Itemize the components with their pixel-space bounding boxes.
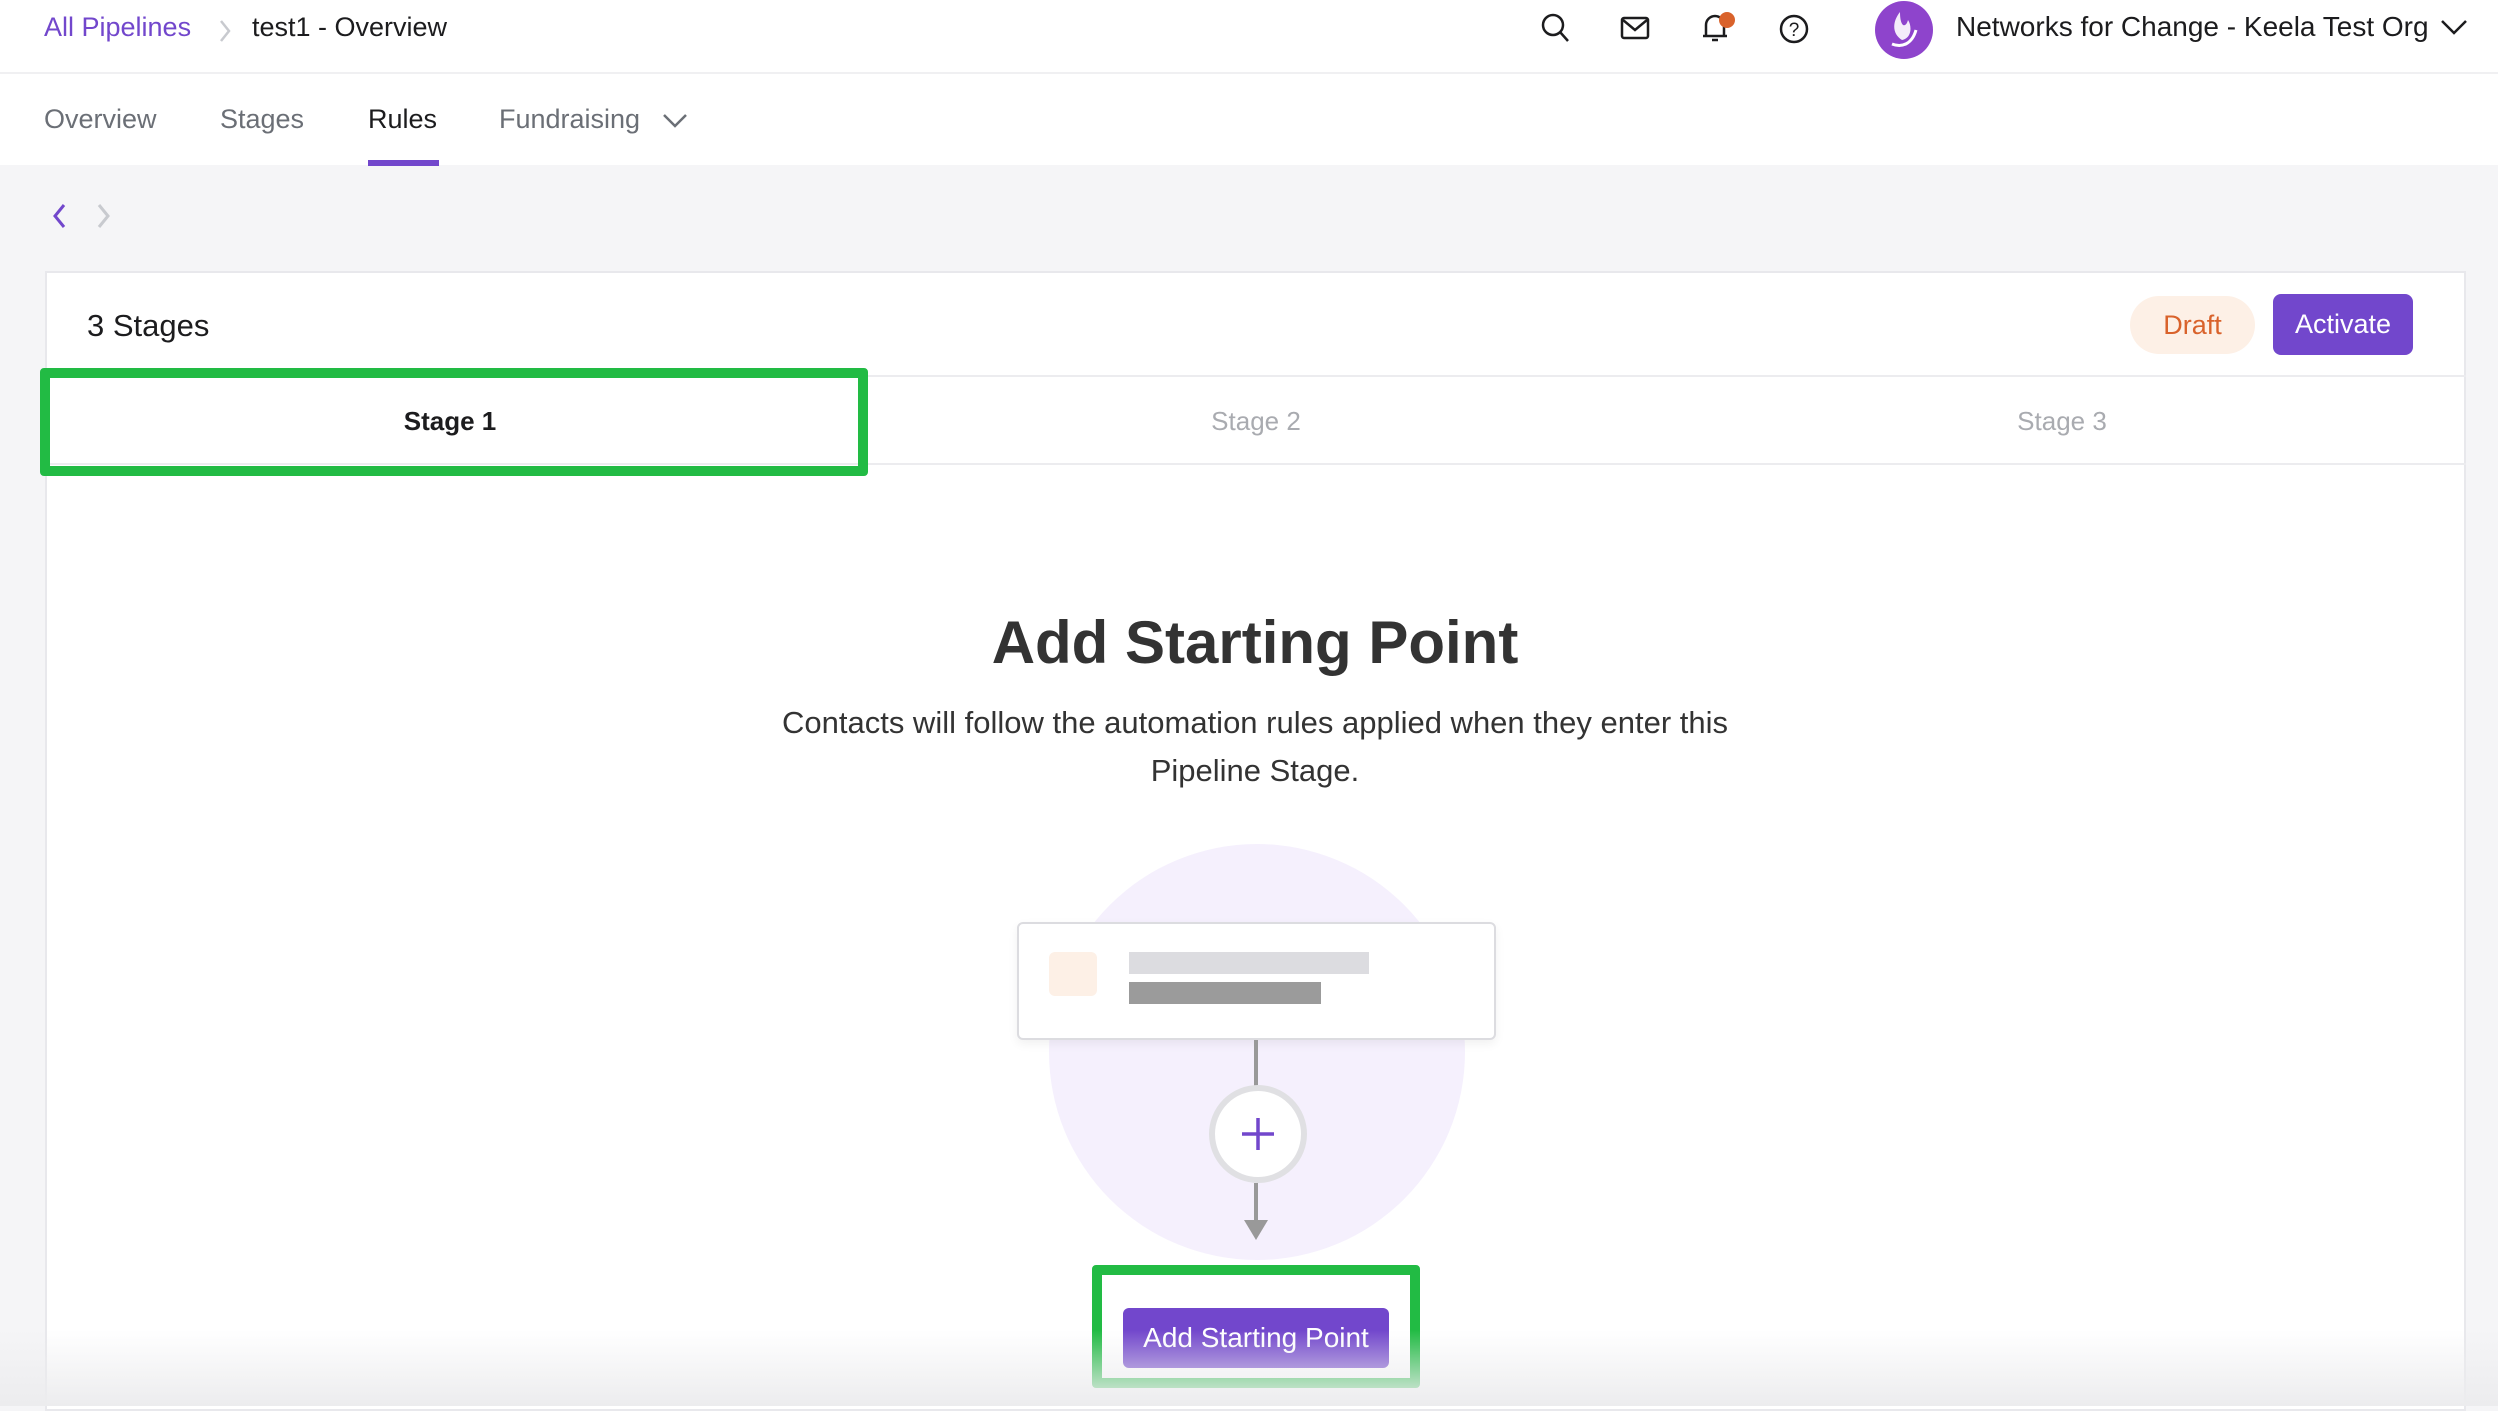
chevron-right-icon [220, 20, 231, 42]
mail-icon[interactable] [1620, 15, 1650, 41]
activate-button[interactable]: Activate [2273, 294, 2413, 355]
draft-status-badge: Draft [2130, 296, 2255, 354]
add-starting-point-button[interactable]: Add Starting Point [1123, 1308, 1389, 1368]
tab-bar: Overview Stages Rules Fundraising [0, 74, 2498, 166]
plus-icon [1242, 1118, 1274, 1150]
empty-state-title: Add Starting Point [991, 609, 1519, 676]
stage-tab-3[interactable]: Stage 3 [2017, 405, 2107, 436]
forward-arrow-icon[interactable] [95, 202, 113, 230]
tab-fundraising[interactable]: Fundraising [499, 104, 641, 134]
breadcrumb-current: test1 - Overview [252, 12, 448, 42]
bell-icon[interactable] [1698, 8, 1738, 46]
stage-tab-2[interactable]: Stage 2 [1211, 405, 1301, 436]
divider [47, 375, 2466, 377]
breadcrumb-all-pipelines[interactable]: All Pipelines [44, 12, 192, 42]
chevron-down-icon[interactable] [2440, 18, 2468, 36]
active-tab-indicator [368, 160, 439, 166]
svg-text:?: ? [1789, 20, 1800, 41]
placeholder-icon [1049, 952, 1097, 996]
tab-overview[interactable]: Overview [44, 104, 157, 134]
divider [47, 463, 2466, 465]
stage-tab-1[interactable]: Stage 1 [403, 405, 497, 436]
empty-state-description-line2: Pipeline Stage. [1150, 753, 1360, 788]
placeholder-line [1129, 982, 1321, 1004]
back-arrow-icon[interactable] [50, 202, 68, 230]
search-icon[interactable] [1540, 12, 1572, 44]
add-step-button[interactable] [1209, 1085, 1307, 1183]
chevron-down-icon[interactable] [662, 112, 688, 130]
placeholder-rule-card [1017, 922, 1496, 1040]
stages-count-title: 3 Stages [87, 308, 210, 343]
arrow-down-icon [1244, 1220, 1268, 1240]
connector-line [1254, 1183, 1258, 1223]
top-bar: All Pipelines test1 - Overview ? Network… [0, 0, 2498, 74]
highlight-box-stage-1 [40, 368, 868, 476]
help-icon[interactable]: ? [1778, 13, 1810, 45]
org-logo-avatar[interactable] [1874, 0, 1934, 60]
connector-line [1254, 1040, 1258, 1086]
empty-state-description-line1: Contacts will follow the automation rule… [781, 705, 1728, 740]
stages-card: 3 Stages Draft Activate Stage 1 Stage 2 … [45, 271, 2466, 1411]
org-name[interactable]: Networks for Change - Keela Test Org [1956, 11, 2429, 42]
tab-rules[interactable]: Rules [368, 104, 438, 134]
tab-stages[interactable]: Stages [220, 104, 305, 134]
placeholder-line [1129, 952, 1369, 974]
